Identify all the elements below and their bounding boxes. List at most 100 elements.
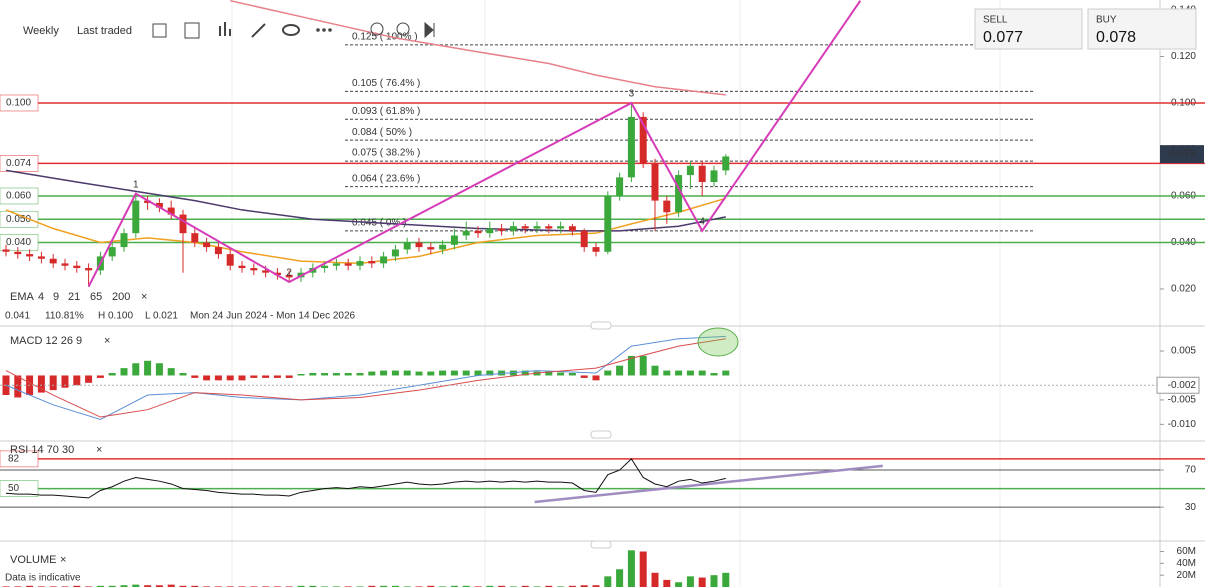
calc-icon[interactable] xyxy=(152,23,167,38)
macd-line xyxy=(5,335,726,421)
zoom-in-icon[interactable] xyxy=(396,22,410,36)
macd-bar xyxy=(604,370,612,376)
y-tick-label: 40M xyxy=(1177,558,1196,569)
macd-bar xyxy=(439,370,447,376)
more-icon[interactable] xyxy=(316,28,332,32)
candle-body xyxy=(191,233,199,243)
resize-handle[interactable] xyxy=(590,430,612,439)
volume-bar xyxy=(191,585,199,587)
candle-body xyxy=(2,249,10,252)
candle-body xyxy=(238,265,246,269)
volume-bar xyxy=(486,585,494,587)
y-tick-label: 0.120 xyxy=(1171,51,1196,62)
panel-title: VOLUME xyxy=(10,554,56,566)
candle-body xyxy=(663,200,671,213)
macd-bar xyxy=(391,370,399,376)
buy-price: 0.078 xyxy=(1096,29,1136,46)
play-icon[interactable] xyxy=(424,21,435,39)
candle-body xyxy=(49,258,57,264)
level-label-box xyxy=(0,94,39,112)
price-type-button[interactable]: Last traded xyxy=(77,25,132,37)
resize-handle[interactable] xyxy=(590,321,612,330)
candle-body xyxy=(486,228,494,234)
candle-body xyxy=(545,226,553,229)
sell-box[interactable] xyxy=(974,8,1083,50)
macd-bar xyxy=(403,370,411,376)
candle-body xyxy=(344,263,352,266)
candle-body xyxy=(450,235,458,245)
view-icon[interactable] xyxy=(282,24,300,36)
close-button: × xyxy=(104,335,110,347)
candle-body xyxy=(37,256,45,259)
macd-bar xyxy=(226,375,234,381)
y-tick-label: 60M xyxy=(1177,546,1196,557)
quote: SELL 0.077 BUY 0.078 xyxy=(974,8,1197,50)
candle-body xyxy=(604,195,612,252)
toolbar: Weekly Last traded xyxy=(23,21,435,39)
ema-line xyxy=(5,169,726,232)
candle-body xyxy=(73,265,81,269)
volume-bar xyxy=(297,585,305,587)
volume-bar xyxy=(604,576,612,587)
macd-bar xyxy=(49,375,57,391)
level-label-box xyxy=(0,187,39,205)
compare-icon[interactable] xyxy=(184,22,200,39)
sell-price: 0.077 xyxy=(983,29,1023,46)
candle-body xyxy=(439,244,447,250)
macd-bar xyxy=(710,373,718,376)
volume-bar xyxy=(309,585,317,587)
macd-bar xyxy=(250,375,258,378)
last-price-box xyxy=(1160,145,1204,164)
candle-body xyxy=(321,265,329,269)
candle-body xyxy=(710,170,718,183)
wave-line xyxy=(87,0,862,288)
macd-bar xyxy=(85,375,93,383)
volume-bar xyxy=(108,585,116,587)
resize-handle[interactable] xyxy=(590,540,612,549)
macd-bar xyxy=(427,371,435,376)
volume-bar xyxy=(96,585,104,587)
macd-bar xyxy=(309,373,317,376)
candle-body xyxy=(557,226,565,229)
macd-bar xyxy=(73,375,81,386)
legend-entry: 4 xyxy=(38,291,44,303)
macd-bar xyxy=(155,363,163,376)
candle-body xyxy=(108,247,116,257)
volume-bar xyxy=(132,584,140,587)
buy-box[interactable] xyxy=(1087,8,1197,50)
fib-label: 0.125 ( 100% ) xyxy=(352,32,418,43)
candle-body xyxy=(498,228,506,231)
candle-body xyxy=(61,263,69,266)
candle-body xyxy=(580,230,588,248)
macd-bar xyxy=(675,370,683,376)
close-button: × xyxy=(141,291,147,303)
macd-bar xyxy=(415,371,423,376)
macd-line xyxy=(5,338,726,418)
macd-bar xyxy=(273,375,281,378)
level-label-box xyxy=(0,155,39,172)
volume-bar xyxy=(568,585,576,587)
candle-body xyxy=(592,247,600,252)
macd-bar xyxy=(203,375,211,381)
volume-bar xyxy=(73,585,81,587)
level-label: 0.060 xyxy=(6,191,31,202)
draw-icon[interactable] xyxy=(251,23,266,38)
candle-body xyxy=(651,163,659,201)
volume-bar xyxy=(368,585,376,587)
candle-body xyxy=(380,256,388,264)
indicator-icon[interactable] xyxy=(219,22,231,36)
level-label: 50 xyxy=(8,483,20,494)
macd-bar xyxy=(321,373,329,376)
candle-body xyxy=(368,261,376,264)
volume-bar xyxy=(167,584,175,587)
macd-bar xyxy=(37,375,45,393)
macd-bar xyxy=(14,375,22,398)
interval-button[interactable]: Weekly xyxy=(23,25,59,37)
zoom-out-icon[interactable] xyxy=(370,22,384,36)
level-label: 0.050 xyxy=(6,214,31,225)
candle-body xyxy=(509,226,517,231)
wave-label: 2 xyxy=(286,268,292,279)
candle-body xyxy=(144,200,152,203)
